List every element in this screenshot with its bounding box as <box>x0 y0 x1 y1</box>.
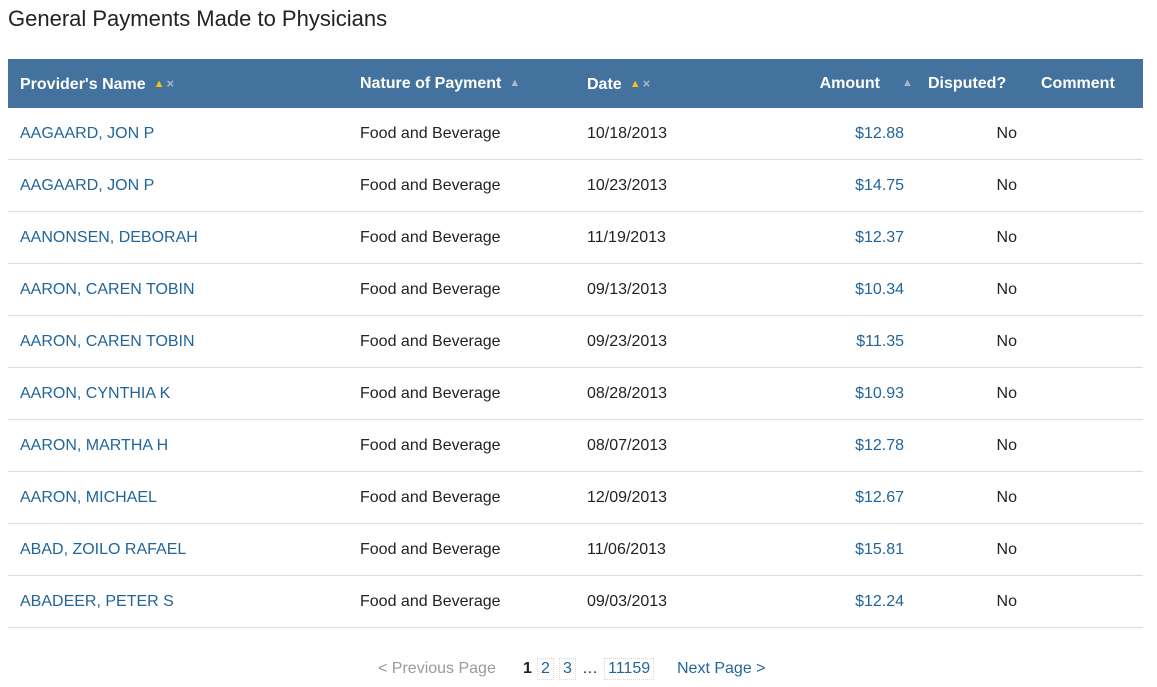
nature-cell: Food and Beverage <box>360 489 501 506</box>
header-date-label: Date <box>587 76 622 93</box>
nature-cell: Food and Beverage <box>360 593 501 610</box>
payments-table: Provider's Name ▲ × Nature of Payment ▲ Dat… <box>8 59 1143 628</box>
amount-link[interactable]: $12.88 <box>855 125 904 142</box>
current-page-indicator: 1 <box>523 660 532 677</box>
table-row: ABAD, ZOILO RAFAEL Food and Beverage 11/… <box>8 524 1143 576</box>
amount-link[interactable]: $12.78 <box>855 437 904 454</box>
nature-cell: Food and Beverage <box>360 385 501 402</box>
last-page-link[interactable]: 11159 <box>604 658 655 680</box>
disputed-cell: No <box>996 541 1017 558</box>
nature-cell: Food and Beverage <box>360 333 501 350</box>
sort-ascending-icon[interactable]: ▲ <box>509 77 521 89</box>
table-row: ABADEER, PETER S Food and Beverage 09/03… <box>8 576 1143 628</box>
table-row: AARON, CYNTHIA K Food and Beverage 08/28… <box>8 368 1143 420</box>
sort-ascending-icon[interactable]: ▲ <box>153 78 165 90</box>
table-header: Provider's Name ▲ × Nature of Payment ▲ Dat… <box>8 59 1143 108</box>
nature-cell: Food and Beverage <box>360 281 501 298</box>
date-cell: 08/07/2013 <box>587 437 668 454</box>
provider-name-link[interactable]: ABAD, ZOILO RAFAEL <box>20 541 187 558</box>
provider-name-link[interactable]: AARON, MICHAEL <box>20 489 157 506</box>
amount-link[interactable]: $12.67 <box>855 489 904 506</box>
previous-page-button: < Previous Page <box>378 660 496 677</box>
table-row: AARON, CAREN TOBIN Food and Beverage 09/… <box>8 264 1143 316</box>
header-amount-label: Amount <box>819 75 880 92</box>
disputed-cell: No <box>996 177 1017 194</box>
disputed-cell: No <box>996 333 1017 350</box>
disputed-cell: No <box>996 125 1017 142</box>
header-nature-of-payment[interactable]: Nature of Payment ▲ <box>360 59 520 108</box>
provider-name-link[interactable]: AANONSEN, DEBORAH <box>20 229 198 246</box>
table-row: AAGAARD, JON P Food and Beverage 10/23/2… <box>8 160 1143 212</box>
table-body: AAGAARD, JON P Food and Beverage 10/18/2… <box>8 108 1143 628</box>
disputed-cell: No <box>996 385 1017 402</box>
disputed-cell: No <box>996 229 1017 246</box>
amount-link[interactable]: $12.24 <box>855 593 904 610</box>
sort-ascending-icon[interactable]: ▲ <box>902 77 913 89</box>
amount-link[interactable]: $11.35 <box>856 333 904 350</box>
date-cell: 08/28/2013 <box>587 385 668 402</box>
nature-cell: Food and Beverage <box>360 229 501 246</box>
provider-name-link[interactable]: AARON, CAREN TOBIN <box>20 281 195 298</box>
date-cell: 09/13/2013 <box>587 281 668 298</box>
page-title: General Payments Made to Physicians <box>8 6 388 31</box>
header-amount[interactable]: Amount <box>820 59 880 108</box>
disputed-cell: No <box>996 437 1017 454</box>
date-cell: 09/23/2013 <box>587 333 668 350</box>
provider-name-link[interactable]: ABADEER, PETER S <box>20 593 174 610</box>
table-row: AARON, MARTHA H Food and Beverage 08/07/… <box>8 420 1143 472</box>
nature-cell: Food and Beverage <box>360 541 501 558</box>
header-amount-sort[interactable]: ▲ <box>902 59 913 108</box>
amount-link[interactable]: $15.81 <box>855 541 904 558</box>
provider-name-link[interactable]: AARON, CAREN TOBIN <box>20 333 195 350</box>
page-2-link[interactable]: 2 <box>537 658 554 680</box>
table-row: AAGAARD, JON P Food and Beverage 10/18/2… <box>8 108 1143 160</box>
provider-name-link[interactable]: AAGAARD, JON P <box>20 125 155 142</box>
provider-name-link[interactable]: AAGAARD, JON P <box>20 177 155 194</box>
provider-name-link[interactable]: AARON, MARTHA H <box>20 437 169 454</box>
amount-link[interactable]: $14.75 <box>855 177 904 194</box>
disputed-cell: No <box>996 489 1017 506</box>
nature-cell: Food and Beverage <box>360 125 501 142</box>
date-cell: 09/03/2013 <box>587 593 668 610</box>
header-nature-label: Nature of Payment <box>360 75 502 92</box>
amount-link[interactable]: $12.37 <box>855 229 904 246</box>
date-cell: 10/18/2013 <box>587 125 668 142</box>
remove-sort-icon[interactable]: × <box>166 76 175 91</box>
date-cell: 12/09/2013 <box>587 489 668 506</box>
header-comment[interactable]: Comment <box>1041 59 1115 108</box>
date-cell: 10/23/2013 <box>587 177 668 194</box>
date-cell: 11/06/2013 <box>587 541 666 558</box>
header-comment-label: Comment <box>1041 75 1115 92</box>
amount-link[interactable]: $10.93 <box>855 385 904 402</box>
header-date[interactable]: Date ▲ × <box>587 59 650 108</box>
header-disputed[interactable]: Disputed? <box>928 59 1006 108</box>
table-row: AANONSEN, DEBORAH Food and Beverage 11/1… <box>8 212 1143 264</box>
header-provider-name-label: Provider's Name <box>20 76 146 93</box>
sort-ascending-icon[interactable]: ▲ <box>629 78 641 90</box>
page-3-link[interactable]: 3 <box>559 658 576 680</box>
disputed-cell: No <box>996 281 1017 298</box>
amount-link[interactable]: $10.34 <box>855 281 904 298</box>
table-row: AARON, MICHAEL Food and Beverage 12/09/2… <box>8 472 1143 524</box>
pagination-ellipsis: … <box>582 660 598 677</box>
disputed-cell: No <box>996 593 1017 610</box>
nature-cell: Food and Beverage <box>360 177 501 194</box>
nature-cell: Food and Beverage <box>360 437 501 454</box>
remove-sort-icon[interactable]: × <box>642 76 651 91</box>
header-provider-name[interactable]: Provider's Name ▲ × <box>20 59 174 108</box>
header-disputed-label: Disputed? <box>928 75 1007 92</box>
next-page-button[interactable]: Next Page > <box>677 660 766 677</box>
pagination: < Previous Page 1 2 3 … 11159 Next Page … <box>0 657 1157 681</box>
date-cell: 11/19/2013 <box>587 229 666 246</box>
provider-name-link[interactable]: AARON, CYNTHIA K <box>20 385 171 402</box>
table-row: AARON, CAREN TOBIN Food and Beverage 09/… <box>8 316 1143 368</box>
